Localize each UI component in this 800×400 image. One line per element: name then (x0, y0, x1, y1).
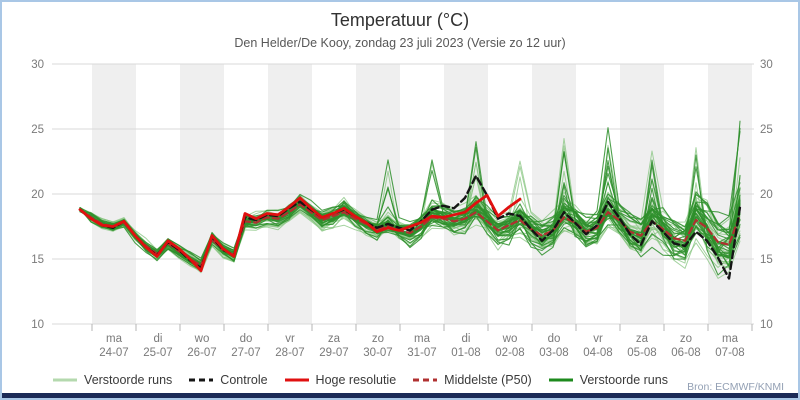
legend-item: Hoge resolutie (284, 373, 397, 387)
legend-item: Verstoorde runs (52, 373, 172, 387)
x-axis-date-label: 31-07 (407, 347, 436, 359)
y-axis-label-right: 25 (760, 124, 773, 136)
x-axis-day-label: za (328, 333, 341, 345)
x-axis-date-label: 26-07 (187, 347, 216, 359)
x-axis-day-label: di (154, 333, 163, 345)
legend-line-icon (189, 378, 214, 382)
y-axis-label-left: 25 (31, 124, 44, 136)
x-axis-day-label: zo (680, 333, 692, 345)
legend-line-icon (413, 378, 438, 382)
legend-item-label: Hoge resolutie (315, 373, 397, 387)
x-axis-date-label: 25-07 (143, 347, 172, 359)
legend: Verstoorde runs Controle Hoge resolutie … (42, 370, 678, 390)
x-axis-day-label: ma (722, 333, 739, 345)
y-axis-label-right: 10 (760, 319, 773, 331)
x-axis-day-label: do (548, 333, 561, 345)
x-axis-day-label: vr (285, 333, 295, 345)
y-axis-label-left: 15 (31, 254, 44, 266)
x-axis-date-label: 30-07 (363, 347, 392, 359)
x-axis-day-label: ma (414, 333, 431, 345)
x-axis-date-label: 04-08 (583, 347, 612, 359)
x-axis-date-label: 27-07 (231, 347, 260, 359)
y-axis-label-right: 20 (760, 189, 773, 201)
y-axis-label-right: 30 (760, 59, 773, 71)
bottom-bar (2, 393, 798, 398)
x-axis-date-label: 07-08 (715, 347, 744, 359)
hires-line (78, 193, 522, 273)
x-axis-day-label: do (240, 333, 253, 345)
y-axis-label-left: 10 (31, 319, 44, 331)
source-attribution: Bron: ECMWF/KNMI (687, 381, 784, 393)
x-axis-date-label: 02-08 (495, 347, 524, 359)
x-axis-day-label: ma (106, 333, 123, 345)
x-axis-date-label: 29-07 (319, 347, 348, 359)
x-axis-date-label: 01-08 (451, 347, 480, 359)
x-axis-day-label: di (462, 333, 471, 345)
x-axis-date-label: 28-07 (275, 347, 304, 359)
legend-line-icon (53, 378, 78, 382)
legend-item-label: Middelste (P50) (444, 373, 532, 387)
x-axis-date-label: 06-08 (671, 347, 700, 359)
legend-item: Verstoorde runs (548, 373, 668, 387)
x-axis-date-label: 03-08 (539, 347, 568, 359)
legend-line-icon (548, 378, 573, 382)
x-axis-day-label: zo (372, 333, 384, 345)
y-axis-label-left: 20 (31, 189, 44, 201)
x-axis-date-label: 24-07 (99, 347, 128, 359)
legend-item: Controle (188, 373, 268, 387)
legend-item-label: Verstoorde runs (84, 373, 173, 387)
legend-line-icon (284, 378, 309, 382)
legend-item-label: Verstoorde runs (579, 373, 668, 387)
y-axis-label-right: 15 (760, 254, 773, 266)
x-axis-day-label: wo (502, 333, 518, 345)
legend-item-label: Controle (220, 373, 268, 387)
x-axis-day-label: wo (194, 333, 210, 345)
x-axis-day-label: vr (593, 333, 603, 345)
legend-item: Middelste (P50) (412, 373, 532, 387)
x-axis-day-label: za (636, 333, 649, 345)
y-axis-label-left: 30 (31, 59, 44, 71)
x-axis-date-label: 05-08 (627, 347, 656, 359)
